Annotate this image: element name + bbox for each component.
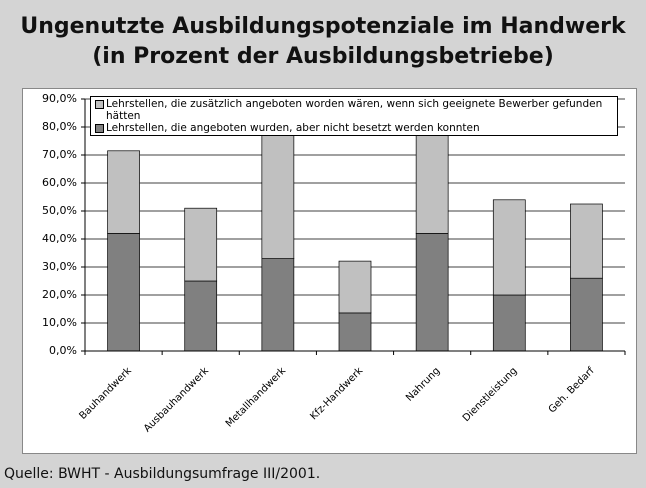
bar-segment [261, 132, 295, 259]
legend-entry: Lehrstellen, die angeboten wurden, aber … [94, 122, 614, 134]
legend-label: Lehrstellen, die zusätzlich angeboten wo… [106, 98, 603, 122]
bar-segment [338, 260, 372, 314]
x-tick-label: Nahrung [404, 365, 442, 403]
y-tick-label: 90,0% [42, 92, 77, 105]
bar-segment [261, 258, 295, 352]
y-tick-label: 60,0% [42, 176, 77, 189]
y-tick-label: 50,0% [42, 204, 77, 217]
bar-segment [338, 312, 372, 352]
y-tick-label: 80,0% [42, 120, 77, 133]
source-note: Quelle: BWHT - Ausbildungsumfrage III/20… [4, 466, 321, 482]
x-tick-label: Kfz-Handwerk [308, 365, 365, 422]
bar-segment [107, 233, 140, 352]
bar-segment [184, 207, 218, 282]
bar-segment [570, 203, 603, 279]
bar-segment [492, 294, 526, 352]
y-tick-label: 40,0% [42, 232, 77, 245]
x-tick-label: Bauhandwerk [77, 365, 134, 422]
legend: Lehrstellen, die zusätzlich angeboten wo… [90, 96, 618, 136]
legend-swatch [95, 100, 104, 109]
y-tick-label: 10,0% [42, 316, 77, 329]
y-tick-label: 70,0% [42, 148, 77, 161]
x-tick-label: Geh. Bedarf [547, 365, 597, 415]
y-tick-label: 20,0% [42, 288, 77, 301]
bar-segment [415, 126, 449, 234]
legend-swatch [95, 124, 104, 133]
bar-segment [107, 150, 140, 234]
legend-entry: Lehrstellen, die zusätzlich angeboten wo… [94, 98, 614, 122]
y-tick-label: 0,0% [49, 344, 77, 357]
x-tick-label: Metallhandwerk [224, 365, 288, 429]
bar-segment [492, 199, 526, 296]
bar-segment [184, 280, 218, 352]
y-tick-label: 30,0% [42, 260, 77, 273]
bar-segment [415, 233, 449, 352]
x-tick-label: Dienstleistung [461, 365, 520, 424]
bar-segment [570, 277, 603, 352]
chart-title: Ungenutzte Ausbildungspotenziale im Hand… [20, 14, 626, 69]
x-tick-label: Ausbauhandwerk [142, 365, 211, 434]
legend-label: Lehrstellen, die angeboten wurden, aber … [106, 122, 480, 134]
